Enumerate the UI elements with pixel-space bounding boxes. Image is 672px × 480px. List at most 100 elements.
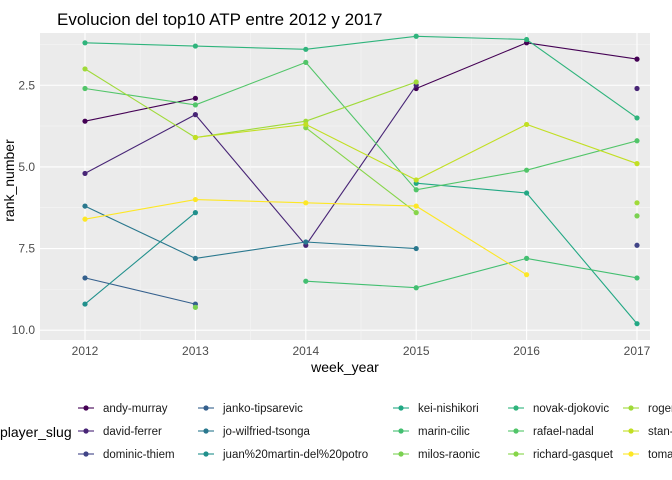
- plot-panel: [40, 33, 650, 340]
- tick-labels: 2.5 5.0 7.5 10.0 2012 2013 2014 2015 2016 2017: [12, 78, 651, 358]
- legend-item: juan%20martin-del%20potro: [198, 449, 368, 461]
- legend-key-point: [628, 405, 634, 411]
- series-juan%20martin-del%20potro: [82, 210, 198, 307]
- data-point: [82, 118, 88, 124]
- legend-item: roger-federer: [623, 403, 672, 415]
- data-point: [413, 285, 419, 291]
- y-tick-label: 10.0: [12, 323, 36, 337]
- legend-label: novak-djokovic: [533, 403, 609, 415]
- legend-label: roger-federer: [648, 403, 672, 415]
- series-line: [84, 277, 196, 305]
- data-point: [303, 121, 309, 128]
- y-tick-label: 5.0: [18, 160, 35, 174]
- legend-key-point: [398, 428, 404, 434]
- data-point: [634, 242, 640, 248]
- legend-key-point: [203, 405, 209, 411]
- legend-label: andy-murray: [103, 403, 168, 415]
- data-point: [524, 190, 530, 196]
- legend-label: david-ferrer: [103, 426, 162, 438]
- legend-key-point: [513, 451, 519, 457]
- data-point: [192, 102, 198, 108]
- legend-label: stan-wawrinka: [648, 426, 672, 438]
- series-line: [84, 212, 196, 305]
- data-point: [413, 79, 419, 85]
- series-line: [84, 84, 417, 247]
- x-tick-label: 2013: [182, 344, 209, 358]
- data-point: [303, 200, 309, 206]
- grid: [40, 33, 650, 340]
- legend-item: janko-tipsarevic: [198, 403, 303, 415]
- data-point: [303, 59, 309, 65]
- y-tick-label: 7.5: [18, 242, 35, 256]
- data-point: [634, 115, 640, 121]
- data-point: [192, 43, 198, 49]
- series-marin-cilic: [303, 255, 640, 291]
- data-point: [413, 177, 419, 183]
- data-point: [82, 66, 88, 72]
- data-point: [524, 272, 530, 278]
- data-point: [82, 275, 88, 281]
- data-point: [192, 210, 198, 216]
- data-point: [524, 167, 530, 173]
- legend-key-point: [203, 428, 209, 434]
- data-point: [634, 200, 640, 206]
- data-point: [413, 203, 419, 209]
- legend-label: rafael-nadal: [533, 426, 594, 438]
- data-point: [82, 170, 88, 177]
- chart-title: Evolucion del top10 ATP entre 2012 y 201…: [57, 10, 382, 29]
- data-point: [192, 255, 198, 261]
- legend-item: jo-wilfried-tsonga: [198, 426, 311, 438]
- data-point: [634, 138, 640, 144]
- legend-key-point: [83, 405, 89, 411]
- legend: andy-murray david-ferrer dominic-thiem jank…: [78, 403, 672, 461]
- data-point: [82, 216, 88, 222]
- data-point: [82, 40, 88, 46]
- legend-label: janko-tipsarevic: [222, 403, 303, 415]
- data-point: [413, 33, 419, 39]
- x-tick-label: 2017: [624, 344, 651, 358]
- legend-label: juan%20martin-del%20potro: [222, 449, 368, 461]
- series-david-ferrer: [82, 82, 640, 248]
- series-rafael-nadal: [82, 59, 640, 193]
- legend-key-point: [513, 405, 519, 411]
- legend-label: dominic-thiem: [103, 449, 175, 461]
- series-novak-djokovic: [82, 33, 640, 121]
- legend-label: kei-nishikori: [418, 403, 479, 415]
- x-tick-label: 2012: [72, 344, 99, 358]
- data-point: [634, 321, 640, 327]
- data-point: [303, 46, 309, 52]
- data-point: [634, 161, 640, 167]
- legend-item: david-ferrer: [78, 426, 162, 438]
- series-line: [305, 127, 417, 214]
- legend-key-point: [628, 451, 634, 457]
- data-point: [634, 275, 640, 281]
- data-point: [413, 187, 419, 193]
- legend-key-point: [398, 451, 404, 457]
- legend-item: richard-gasquet: [508, 449, 614, 461]
- series-line: [84, 35, 638, 119]
- data-point: [82, 301, 88, 307]
- data-point: [524, 121, 530, 128]
- series-jo-wilfried-tsonga: [82, 203, 419, 261]
- legend-key-point: [513, 428, 519, 434]
- legend-key-point: [203, 451, 209, 457]
- data-point: [413, 210, 419, 216]
- legend-item: dominic-thiem: [78, 449, 175, 461]
- data-point: [634, 85, 640, 92]
- legend-item: andy-murray: [78, 403, 168, 415]
- data-point: [303, 278, 309, 284]
- legend-label: jo-wilfried-tsonga: [222, 426, 311, 438]
- data-point: [303, 239, 309, 245]
- legend-key-point: [398, 405, 404, 411]
- x-tick-label: 2016: [513, 344, 540, 358]
- series-andy-murray: [82, 40, 640, 124]
- legend-key-point: [83, 428, 89, 434]
- data-point: [192, 95, 198, 101]
- data-point: [524, 36, 530, 43]
- series-line: [305, 257, 638, 289]
- legend-item: milos-raonic: [393, 449, 480, 461]
- series-dominic-thiem: [634, 242, 640, 248]
- data-point: [82, 203, 88, 209]
- legend-item: kei-nishikori: [393, 403, 479, 415]
